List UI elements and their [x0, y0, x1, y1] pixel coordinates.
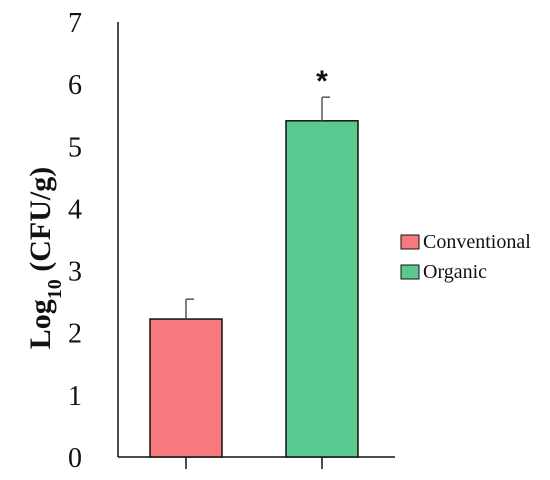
y-tick-label-7: 7: [68, 8, 82, 39]
y-axis-label-rest: (CFU/g): [24, 167, 57, 279]
y-tick-label-2: 2: [68, 319, 82, 350]
y-tick-label-3: 3: [68, 257, 82, 288]
y-tick-label-4: 4: [68, 194, 82, 225]
y-tick-label-1: 1: [68, 381, 82, 412]
legend-label-conventional: Conventional: [423, 231, 531, 253]
y-tick-label-5: 5: [68, 132, 82, 163]
significance-marker-organic: *: [316, 65, 328, 98]
legend: Conventional Organic: [400, 231, 531, 283]
y-axis-label-subscript: 10: [44, 279, 66, 299]
y-tick-label-0: 0: [68, 443, 82, 474]
legend-swatch-organic: [400, 264, 420, 280]
bars: *: [149, 65, 359, 469]
legend-swatch-conventional: [400, 234, 420, 250]
y-axis-label-base: Log: [24, 299, 57, 349]
bar-conventional: [149, 318, 223, 458]
legend-label-organic: Organic: [423, 261, 487, 283]
y-axis-label: Log10 (CFU/g): [24, 167, 66, 350]
bar-organic: [285, 120, 359, 458]
y-tick-label-6: 6: [68, 70, 82, 101]
y-axis-ticks: 0 1 2 3 4 5 6 7: [68, 8, 82, 474]
